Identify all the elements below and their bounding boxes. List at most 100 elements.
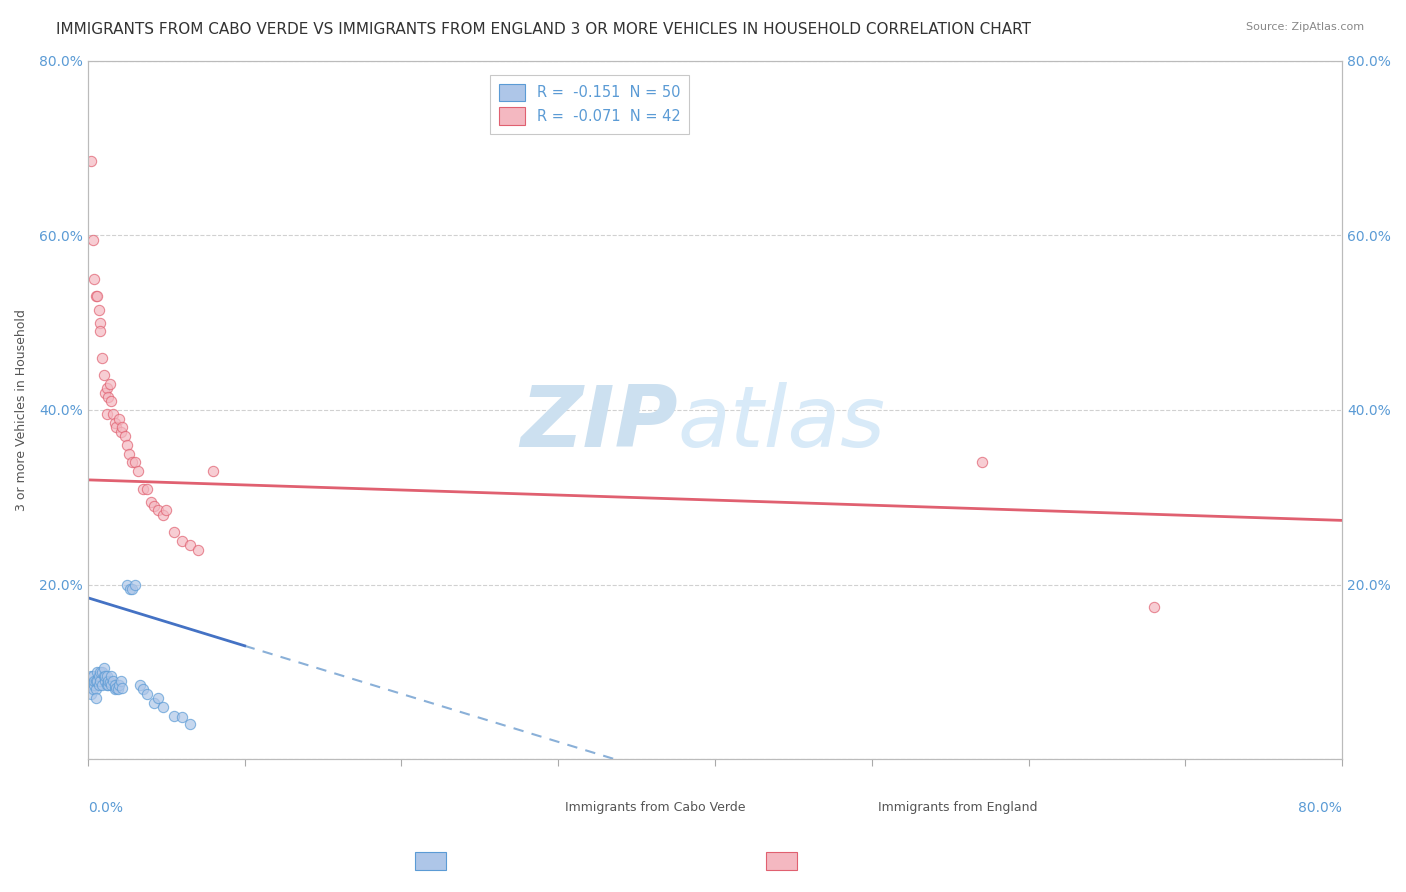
Point: [187, 542, 209, 557]
Point: [82, 669, 104, 683]
Point: [80, 687, 103, 701]
Point: [84, 673, 107, 688]
Point: [83, 673, 105, 688]
Text: Immigrants from England: Immigrants from England: [879, 801, 1038, 814]
Point: [163, 708, 186, 723]
Point: [96, 669, 118, 683]
Y-axis label: 3 or more Vehicles in Household: 3 or more Vehicles in Household: [15, 309, 28, 511]
Point: [114, 429, 136, 443]
Point: [84, 682, 107, 697]
Text: 80.0%: 80.0%: [1298, 801, 1343, 815]
Point: [98, 376, 121, 391]
Point: [155, 503, 177, 517]
Point: [96, 381, 118, 395]
Point: [97, 678, 120, 692]
Text: 0.0%: 0.0%: [87, 801, 122, 815]
Point: [124, 455, 146, 469]
Point: [970, 455, 993, 469]
Point: [179, 717, 201, 731]
Point: [86, 665, 108, 679]
Point: [84, 289, 107, 303]
Point: [91, 351, 114, 365]
Point: [86, 673, 108, 688]
Point: [83, 678, 105, 692]
Point: [124, 577, 146, 591]
Point: [152, 700, 174, 714]
Point: [80, 669, 103, 683]
Point: [132, 482, 155, 496]
Point: [93, 669, 115, 683]
Point: [111, 681, 134, 695]
Point: [163, 525, 186, 540]
Text: Source: ZipAtlas.com: Source: ZipAtlas.com: [1246, 22, 1364, 32]
Legend: R =  -0.151  N = 50, R =  -0.071  N = 42: R = -0.151 N = 50, R = -0.071 N = 42: [491, 75, 689, 134]
Text: atlas: atlas: [678, 383, 886, 466]
Point: [96, 408, 118, 422]
Point: [83, 272, 105, 286]
Point: [80, 154, 103, 169]
Point: [107, 682, 129, 697]
Point: [148, 691, 170, 706]
Point: [97, 390, 120, 404]
Point: [93, 660, 115, 674]
Point: [87, 669, 110, 683]
Point: [128, 678, 150, 692]
Point: [96, 678, 118, 692]
Point: [97, 673, 120, 688]
Point: [89, 665, 111, 679]
Point: [103, 678, 125, 692]
Point: [127, 464, 149, 478]
Point: [91, 678, 114, 692]
Point: [89, 325, 111, 339]
Point: [94, 385, 117, 400]
Point: [170, 710, 193, 724]
Point: [152, 508, 174, 522]
Point: [117, 447, 139, 461]
Point: [79, 678, 101, 692]
Point: [91, 665, 114, 679]
Point: [89, 673, 111, 688]
Text: Immigrants from Cabo Verde: Immigrants from Cabo Verde: [565, 801, 745, 814]
Point: [136, 482, 159, 496]
Point: [115, 438, 138, 452]
Point: [120, 582, 142, 596]
Point: [98, 675, 121, 690]
Point: [139, 494, 162, 508]
Point: [121, 455, 143, 469]
Point: [121, 582, 143, 596]
Point: [100, 678, 122, 692]
Point: [87, 678, 110, 692]
Point: [101, 408, 124, 422]
Point: [110, 425, 132, 439]
Point: [82, 682, 104, 697]
Point: [142, 696, 165, 710]
Text: IMMIGRANTS FROM CABO VERDE VS IMMIGRANTS FROM ENGLAND 3 OR MORE VEHICLES IN HOUS: IMMIGRANTS FROM CABO VERDE VS IMMIGRANTS…: [56, 22, 1031, 37]
Point: [108, 678, 131, 692]
Point: [87, 302, 110, 317]
Point: [170, 534, 193, 549]
Text: ZIP: ZIP: [520, 383, 678, 466]
Point: [82, 233, 104, 247]
Point: [136, 687, 159, 701]
Point: [115, 577, 138, 591]
Point: [103, 416, 125, 430]
Point: [202, 464, 225, 478]
Point: [100, 669, 122, 683]
Point: [108, 411, 131, 425]
Point: [103, 682, 125, 697]
Point: [101, 673, 124, 688]
Point: [179, 538, 201, 552]
Point: [94, 669, 117, 683]
Point: [94, 673, 117, 688]
Point: [84, 691, 107, 706]
Point: [111, 420, 134, 434]
Point: [100, 394, 122, 409]
Point: [93, 368, 115, 382]
Point: [105, 681, 128, 695]
Point: [132, 682, 155, 697]
Point: [110, 673, 132, 688]
Point: [89, 316, 111, 330]
Point: [86, 289, 108, 303]
Point: [105, 420, 128, 434]
Point: [142, 499, 165, 513]
